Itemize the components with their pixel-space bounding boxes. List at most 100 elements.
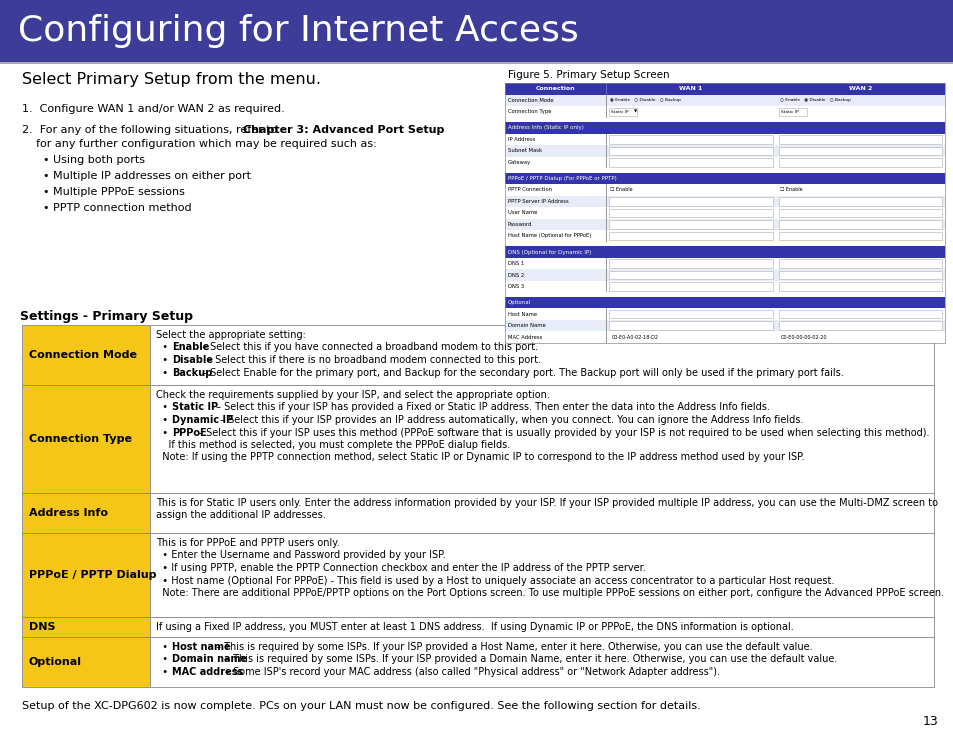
Text: for any further configuration which may be required such as:: for any further configuration which may … (22, 139, 376, 149)
Bar (504, 106, 944, 117)
Bar (22, 325, 150, 385)
Text: Connection Type: Connection Type (29, 434, 132, 444)
Bar (504, 292, 944, 297)
Text: PPPoE: PPPoE (172, 427, 207, 438)
Bar (504, 196, 944, 207)
Text: •: • (156, 415, 172, 425)
Text: 13: 13 (922, 715, 937, 728)
Text: •: • (156, 355, 172, 365)
Text: Connection: Connection (536, 86, 575, 92)
Text: • Host name (Optional For PPPoE) - This field is used by a Host to uniquely asso: • Host name (Optional For PPPoE) - This … (156, 576, 834, 585)
Bar (778, 232, 941, 240)
Bar (609, 310, 772, 318)
Bar (778, 147, 941, 155)
Bar (504, 122, 944, 134)
Text: assign the additional IP addresses.: assign the additional IP addresses. (156, 511, 325, 520)
Bar (609, 108, 637, 116)
Text: DNS (Optional for Dynamic IP): DNS (Optional for Dynamic IP) (507, 249, 591, 255)
Bar (778, 283, 941, 291)
Bar (22, 533, 150, 617)
Text: MAC address: MAC address (172, 667, 243, 677)
Text: •: • (156, 655, 172, 664)
Text: – Select this if there is no broadband modem connected to this port.: – Select this if there is no broadband m… (204, 355, 540, 365)
Bar (22, 617, 150, 637)
Bar (778, 271, 941, 279)
Text: •: • (156, 667, 172, 677)
Text: PPTP Connection: PPTP Connection (507, 187, 552, 193)
Text: •: • (156, 642, 172, 652)
Text: • Multiple PPPoE sessions: • Multiple PPPoE sessions (22, 187, 185, 197)
Bar (609, 147, 772, 155)
Bar (150, 617, 933, 637)
Text: • Multiple IP addresses on either port: • Multiple IP addresses on either port (22, 171, 251, 181)
Bar (504, 280, 944, 292)
Text: – Some ISP's record your MAC address (also called "Physical address" or "Network: – Some ISP's record your MAC address (al… (222, 667, 720, 677)
Text: Enable: Enable (172, 342, 209, 353)
Text: 1.  Configure WAN 1 and/or WAN 2 as required.: 1. Configure WAN 1 and/or WAN 2 as requi… (22, 104, 284, 114)
Text: Host Name: Host Name (507, 311, 537, 317)
Text: Optional: Optional (29, 657, 82, 667)
Text: • Using both ports: • Using both ports (22, 155, 145, 165)
Text: Static IP: Static IP (172, 402, 218, 413)
Bar (0, 62, 953, 63)
Bar (504, 83, 944, 94)
Text: This is for Static IP users only. Enter the address information provided by your: This is for Static IP users only. Enter … (156, 498, 937, 508)
Bar (778, 220, 941, 229)
Text: • PPTP connection method: • PPTP connection method (22, 203, 192, 213)
Text: Settings - Primary Setup: Settings - Primary Setup (20, 310, 193, 323)
Text: Check the requirements supplied by your ISP, and select the appropriate option.: Check the requirements supplied by your … (156, 390, 549, 400)
Bar (504, 331, 944, 343)
Bar (504, 83, 944, 343)
Bar (150, 325, 933, 385)
Bar (778, 209, 941, 217)
Bar (778, 197, 941, 206)
Text: Domain name: Domain name (172, 655, 247, 664)
Bar (504, 258, 944, 269)
Text: Disable: Disable (172, 355, 213, 365)
Text: Static IP: Static IP (780, 110, 798, 114)
Bar (150, 385, 933, 493)
Bar (504, 117, 944, 122)
Text: •: • (156, 427, 172, 438)
Text: Address Info (Static IP only): Address Info (Static IP only) (507, 125, 583, 131)
Bar (778, 108, 805, 116)
Text: Subnet Mask: Subnet Mask (507, 148, 541, 154)
Bar (504, 94, 944, 106)
Text: WAN 1: WAN 1 (679, 86, 701, 92)
Text: Connection Type: Connection Type (507, 109, 551, 114)
Text: DNS 1: DNS 1 (507, 261, 524, 266)
Bar (778, 310, 941, 318)
Bar (150, 493, 933, 533)
Text: – Select Enable for the primary port, and Backup for the secondary port. The Bac: – Select Enable for the primary port, an… (199, 368, 843, 378)
Bar (504, 269, 944, 280)
Bar (609, 283, 772, 291)
Bar (609, 322, 772, 330)
Bar (504, 173, 944, 184)
Text: •: • (156, 402, 172, 413)
Bar (609, 197, 772, 206)
Bar (609, 259, 772, 268)
Bar (504, 297, 944, 308)
Text: – Select this if your ISP provides an IP address automatically, when you connect: – Select this if your ISP provides an IP… (217, 415, 803, 425)
Text: – Select this if your ISP uses this method (PPPoE software that is usually provi: – Select this if your ISP uses this meth… (194, 427, 928, 438)
Text: This is for PPPoE and PPTP users only.: This is for PPPoE and PPTP users only. (156, 538, 339, 548)
Bar (778, 322, 941, 330)
Text: Backup: Backup (172, 368, 213, 378)
Bar (150, 533, 933, 617)
Text: PPTP Server IP Address: PPTP Server IP Address (507, 199, 568, 204)
Text: •: • (156, 342, 172, 353)
Text: Note: If using the PPTP connection method, select Static IP or Dynamic IP to cor: Note: If using the PPTP connection metho… (156, 452, 803, 463)
Text: Static IP: Static IP (611, 110, 628, 114)
Text: DNS 3: DNS 3 (507, 284, 523, 289)
Text: ☐ Enable: ☐ Enable (779, 187, 801, 193)
Text: Password: Password (507, 222, 532, 227)
Text: Select the appropriate setting:: Select the appropriate setting: (156, 330, 306, 340)
Text: DNS 2: DNS 2 (507, 272, 524, 277)
Bar (504, 218, 944, 230)
Text: WAN 2: WAN 2 (848, 86, 871, 92)
Text: – Select this if you have connected a broadband modem to this port.: – Select this if you have connected a br… (199, 342, 537, 353)
Text: DNS: DNS (29, 622, 55, 632)
Text: Connection Mode: Connection Mode (29, 350, 137, 360)
Text: •: • (156, 368, 172, 378)
Text: Setup of the XC-DPG602 is now complete. PCs on your LAN must now be configured. : Setup of the XC-DPG602 is now complete. … (22, 701, 700, 711)
